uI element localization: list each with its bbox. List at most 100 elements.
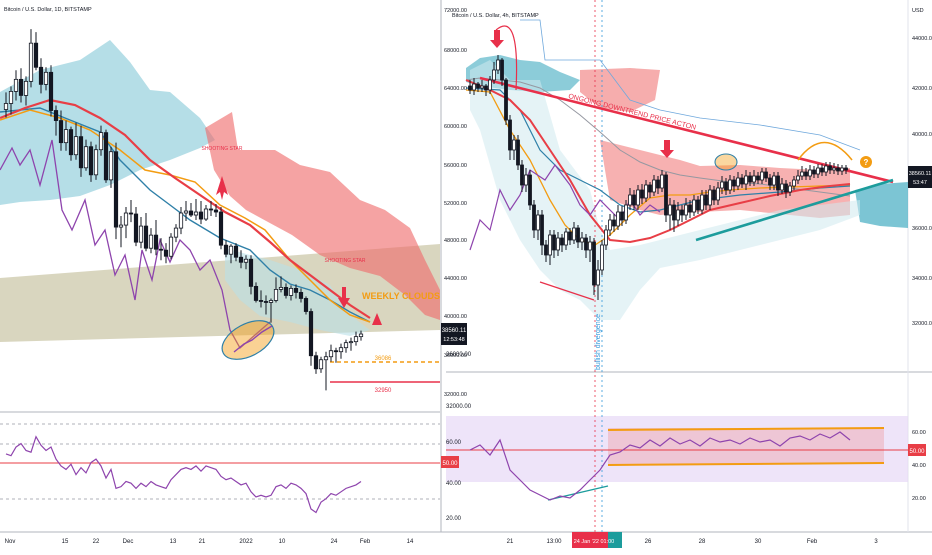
candle-body [213,209,219,213]
candle-body [78,136,84,169]
right-x-tick-label: 30 [755,539,762,545]
candle-body [28,42,34,82]
right-rsi-tag-label: 50.00 [909,449,925,455]
right-candle-body [844,167,848,171]
right-candle-body [540,214,544,246]
right-price-tick-label: 44000.00 [444,276,467,282]
right-candle-body [500,59,504,81]
right-candle-body [712,189,716,201]
highlight-ellipse [221,320,275,360]
right-candle-body [492,69,496,81]
down-arrow-marker [338,287,350,308]
right-candle-body [544,244,548,256]
right-candle-body [720,181,724,189]
right-candle-body [828,165,832,171]
right-candle-body [588,241,592,251]
rsi-channel-top [607,427,885,431]
right-candle-body [672,204,676,221]
candle-body [143,225,149,249]
right-axis-tick-label: USD [912,8,924,14]
candle-body [258,300,264,302]
right-x-tick-label: 26 [645,539,652,545]
left-x-tick-label: 24 [331,539,338,545]
candle-body [153,234,159,250]
right-candle-body [804,171,808,177]
candle-body [48,71,54,111]
right-axis-tick-label: 40000.00 [912,132,932,138]
right-candle-body [772,175,776,186]
right-moving-average [465,79,851,244]
right-candle-body [808,169,812,177]
right-candle-body [832,167,836,171]
right-candle-body [784,183,788,193]
right-rsi-tag [908,444,926,456]
candle-body [328,350,334,358]
left-price-tag [441,323,467,345]
right-candle-body [696,199,700,211]
right-candle-body [748,175,752,183]
right-x-tick-label: Feb [807,539,818,545]
right-price-tick-label: 68000.00 [444,48,467,54]
candle-body [233,245,239,258]
right-candle-body [484,85,488,91]
right-candle-body [664,174,668,216]
right-candle-body [524,174,528,186]
candle-body [73,136,79,156]
right-candle-body [604,229,608,246]
right-candle-body [552,234,556,251]
downtrend-line [479,76,894,184]
candle-body [133,213,139,243]
candle-body [88,146,94,176]
right-candle-body [652,179,656,193]
right-countdown-label: 53:47 [913,180,927,186]
right-candle-body [476,83,480,89]
bearish-cloud [205,112,440,320]
left-rsi-tick-label: 40.00 [446,481,462,487]
question-marker [860,156,872,168]
right-candle-body [668,204,672,216]
right-candle-body [820,167,824,173]
left-price-tick-label: 32000.00 [446,404,472,410]
right-candle-body [512,139,516,151]
right-candle-body [840,167,844,172]
right-candle-body [532,204,536,231]
right-candle-body [564,231,568,246]
right-rsi-line [469,431,851,501]
right-candle-body [556,237,560,251]
right-x-tick-label: 24 Jan '22 01:00 [574,539,615,545]
candle-body [103,132,109,181]
right-candle-body [548,234,552,256]
right-candle-body [760,171,764,181]
tenkan-line [0,109,371,323]
right-candle-body [836,167,840,172]
right-candle-body [680,209,684,216]
left-rsi-tick-label: 20.00 [446,516,462,522]
right-candle-body [656,179,660,189]
candle-body [23,80,29,96]
candle-body [283,286,289,296]
candle-body [318,359,324,370]
shooting-star-label-2: SHOOTING STAR [324,258,365,264]
right-rsi-tick-label: 40.00 [912,463,926,469]
candle-body [168,236,174,257]
right-price-tick-label: 32000.00 [444,392,467,398]
right-candle-body [472,83,476,91]
candle-body [8,91,14,104]
right-candle-body [520,164,524,186]
candle-body [123,212,129,226]
right-candle-body [528,174,532,206]
candle-body [348,341,354,344]
right-candle-body [692,199,696,213]
candle-body [353,336,359,343]
candle-body [108,151,114,181]
candle-body [158,248,164,251]
right-candle-body [468,85,472,91]
right-candle-body [480,85,484,89]
right-candle-body [752,175,756,183]
candle-body [118,224,124,228]
level-label-32950: 32950 [375,388,392,394]
candle-body [173,227,179,238]
right-bollinger-band [470,60,860,320]
